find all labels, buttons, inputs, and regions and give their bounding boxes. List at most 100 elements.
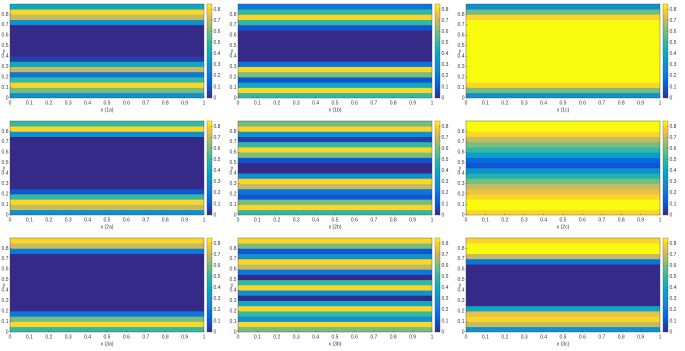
x-tick-label: 0.4 (312, 217, 319, 223)
cell (10, 194, 204, 200)
y-tick-label: 0.2 (230, 308, 237, 314)
colorbar-tick-label: 0.3 (214, 179, 221, 185)
cell (466, 285, 660, 291)
colorbar-tick-label: 0.4 (670, 51, 677, 57)
cell (10, 157, 204, 164)
y-tick-label: 0.2 (230, 74, 237, 80)
x-tick-label: 0.3 (65, 217, 72, 223)
y-tick-label: 0.4 (2, 288, 9, 294)
y-tick-label: 0.4 (230, 54, 237, 60)
cell (10, 40, 204, 47)
cell (238, 24, 432, 31)
x-axis-label: x (3a) (101, 341, 114, 347)
cell (10, 152, 204, 158)
cell (238, 183, 432, 190)
cell (238, 45, 432, 52)
cell (10, 305, 204, 312)
cell (466, 121, 660, 127)
colorbar-tick-label: 0.5 (442, 40, 449, 46)
cell (238, 4, 432, 10)
x-tick-label: 0.6 (123, 334, 130, 340)
colorbar-tick-label: 0 (442, 95, 445, 101)
cell (238, 9, 432, 15)
x-tick-label: 0.9 (409, 217, 416, 223)
colorbar-tick-label: 0.3 (670, 179, 677, 185)
x-tick-label: 0 (465, 217, 468, 223)
cell (466, 14, 660, 20)
x-tick-label: 0.1 (254, 100, 261, 106)
y-tick-label: 0.5 (2, 277, 9, 283)
colorbar-tick-label: 0.8 (214, 124, 221, 130)
colorbar-tick-label: 0.3 (214, 296, 221, 302)
cell (466, 131, 660, 137)
cell (10, 209, 204, 215)
x-tick-label: 0.7 (142, 100, 149, 106)
x-tick-label: 0.6 (579, 334, 586, 340)
cell (238, 61, 432, 67)
cell (466, 290, 660, 296)
y-tick-label: 0.3 (2, 298, 9, 304)
x-tick-label: 0.8 (162, 100, 169, 106)
x-axis-label: x (2b) (329, 224, 342, 230)
colorbar (662, 237, 669, 333)
x-tick-label: 0.7 (370, 100, 377, 106)
colorbar-tick-label: 0.1 (670, 201, 677, 207)
x-tick-label: 0.1 (482, 217, 489, 223)
cell (238, 121, 432, 127)
colorbar-tick-label: 0.1 (214, 318, 221, 324)
x-tick-label: 0.2 (501, 100, 508, 106)
cell (10, 285, 204, 291)
x-tick-label: 0 (9, 334, 12, 340)
colorbar-tick-label: 0.3 (442, 179, 449, 185)
y-tick-label: 0.8 (2, 246, 9, 252)
cell (466, 209, 660, 215)
cell (238, 238, 432, 244)
x-tick-label: 0.1 (482, 334, 489, 340)
y-axis-label: y (459, 282, 462, 288)
y-tick-label: 0.1 (230, 85, 237, 91)
cell (10, 290, 204, 296)
x-tick-label: 0.9 (637, 100, 644, 106)
cell (238, 71, 432, 78)
cell (10, 238, 204, 244)
cell (238, 126, 432, 132)
cell (238, 258, 432, 265)
colorbar-tick-label: 0.5 (670, 274, 677, 280)
y-tick-label: 0 (462, 212, 465, 218)
cell (466, 183, 660, 190)
y-tick-label: 0.5 (458, 277, 465, 283)
colorbar-tick-label: 0.6 (214, 146, 221, 152)
colorbar-tick-label: 0 (442, 329, 445, 335)
colorbar-tick-label: 0.6 (214, 263, 221, 269)
x-tick-label: 0.6 (123, 217, 130, 223)
cell (10, 321, 204, 328)
y-tick-label: 0.1 (2, 319, 9, 325)
cell (238, 248, 432, 254)
cell (238, 264, 432, 270)
y-tick-label: 0.8 (230, 12, 237, 18)
x-tick-label: 0.5 (332, 100, 339, 106)
x-tick-label: 0.6 (351, 334, 358, 340)
x-tick-label: 0.9 (181, 334, 188, 340)
cell (10, 311, 204, 317)
x-tick-label: 0.7 (142, 217, 149, 223)
colorbar-tick-label: 0.5 (670, 157, 677, 163)
cell (238, 92, 432, 98)
y-tick-label: 0.8 (458, 246, 465, 252)
cell (466, 311, 660, 317)
colorbar-tick-label: 0 (670, 212, 673, 218)
cell (238, 326, 432, 332)
x-tick-label: 0 (237, 217, 240, 223)
colorbar-tick-label: 0.7 (442, 18, 449, 24)
cell (10, 126, 204, 132)
x-tick-label: 0.7 (598, 100, 605, 106)
x-tick-label: 0.2 (273, 334, 280, 340)
x-tick-label: 0.2 (273, 100, 280, 106)
cell (466, 61, 660, 67)
y-tick-label: 0.4 (2, 54, 9, 60)
cell (10, 9, 204, 15)
cell (238, 178, 432, 184)
y-tick-label: 0.7 (458, 22, 465, 28)
cell (10, 147, 204, 153)
colorbar-tick-label: 0.6 (442, 29, 449, 35)
